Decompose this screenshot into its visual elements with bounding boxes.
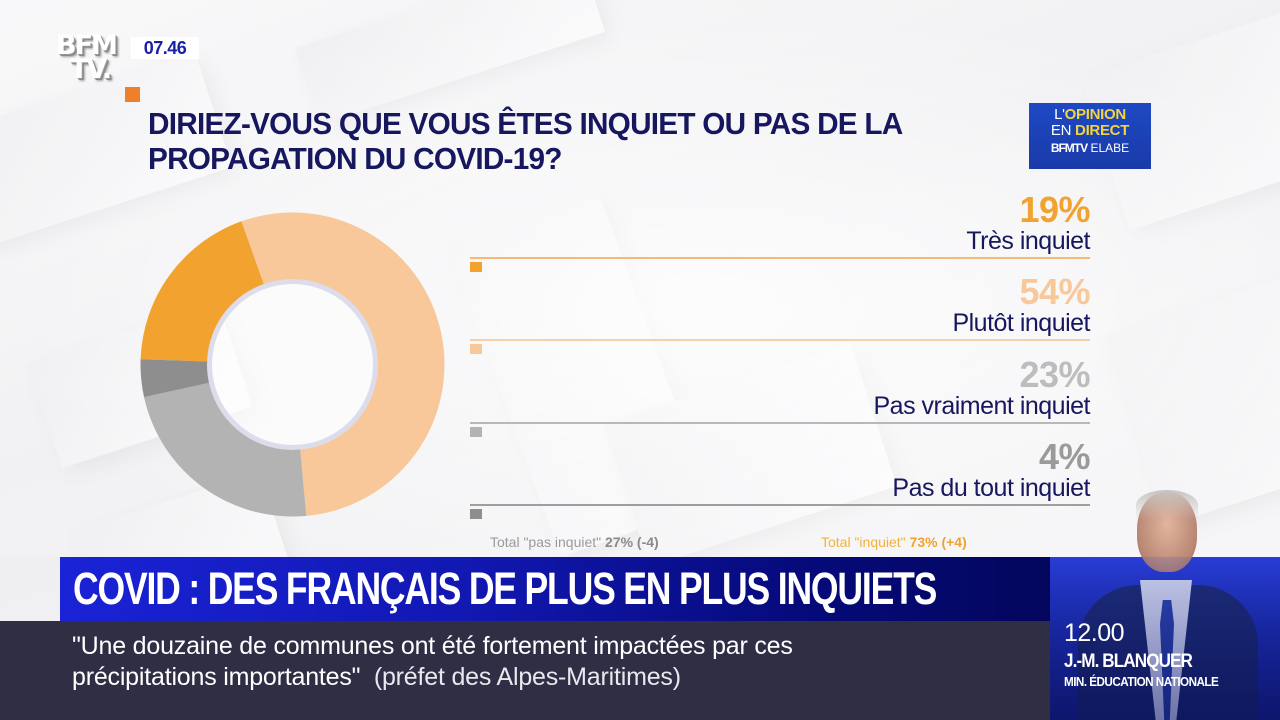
donut-segment — [140, 359, 210, 398]
legend-divider — [470, 504, 1090, 506]
guest-role: MIN. ÉDUCATION NATIONALE — [1064, 674, 1219, 689]
total-not-worried: Total "pas inquiet" 27% (-4) — [490, 534, 659, 550]
legend-item: 19% Très inquiet — [470, 190, 1090, 272]
legend-divider — [470, 257, 1090, 259]
guest-portrait-hair — [1136, 490, 1198, 520]
poll-question: DIRIEZ-VOUS QUE VOUS ÊTES INQUIET OU PAS… — [148, 106, 902, 176]
donut-segment — [241, 212, 445, 516]
quote-text: "Une douzaine de communes ont été fortem… — [72, 632, 793, 691]
headline-banner: COVID : DES FRANÇAIS DE PLUS EN PLUS INQ… — [60, 557, 1050, 621]
headline-text: COVID : DES FRANÇAIS DE PLUS EN PLUS INQ… — [73, 563, 937, 614]
legend-percentage: 23% — [1019, 354, 1090, 395]
donut-segment — [144, 382, 307, 517]
legend-divider — [470, 339, 1090, 341]
portrait-overlay — [1050, 557, 1280, 720]
clock: 07.46 — [131, 37, 199, 59]
legend-item: 23% Pas vraiment inquiet — [470, 355, 1090, 437]
legend-percentage: 19% — [1019, 189, 1090, 230]
guest-time: 12.00 — [1064, 619, 1125, 647]
logo-line1: BFM — [56, 30, 118, 61]
legend-label: Pas du tout inquiet — [892, 474, 1090, 502]
donut-segment — [140, 221, 264, 362]
legend-item: 54% Plutôt inquiet — [470, 272, 1090, 354]
opinion-en-direct-badge: L'OPINION EN DIRECT BFMTV ELABE — [1029, 103, 1151, 169]
quote-ticker: "Une douzaine de communes ont été fortem… — [0, 621, 1050, 720]
donut-chart — [140, 212, 445, 517]
donut-inner-ring — [207, 279, 378, 450]
channel-logo: BFM TV. — [56, 30, 126, 92]
legend-percentage: 54% — [1019, 271, 1090, 312]
quote-source: (préfet des Alpes-Maritimes) — [373, 663, 681, 691]
legend-color-marker-icon — [470, 262, 482, 272]
logo-line2: TV. — [70, 54, 112, 86]
badge-line2: EN DIRECT — [1050, 122, 1130, 139]
legend-divider — [470, 422, 1090, 424]
guest-name: J.-M. BLANQUER — [1064, 651, 1193, 672]
badge-line3: BFMTV ELABE — [1050, 141, 1130, 155]
legend-item: 4% Pas du tout inquiet — [470, 436, 1091, 519]
total-worried: Total "inquiet" 73% (+4) — [821, 534, 967, 550]
legend-percentage: 4% — [1038, 436, 1091, 477]
legend-color-marker-icon — [470, 427, 482, 437]
legend-color-marker-icon — [470, 344, 482, 354]
badge-line1: L'OPINION — [1054, 106, 1126, 123]
legend-color-marker-icon — [470, 509, 482, 519]
legend-label: Très inquiet — [966, 227, 1090, 255]
legend-label: Plutôt inquiet — [952, 309, 1090, 337]
accent-square-icon — [125, 87, 140, 102]
legend-label: Pas vraiment inquiet — [873, 392, 1090, 420]
